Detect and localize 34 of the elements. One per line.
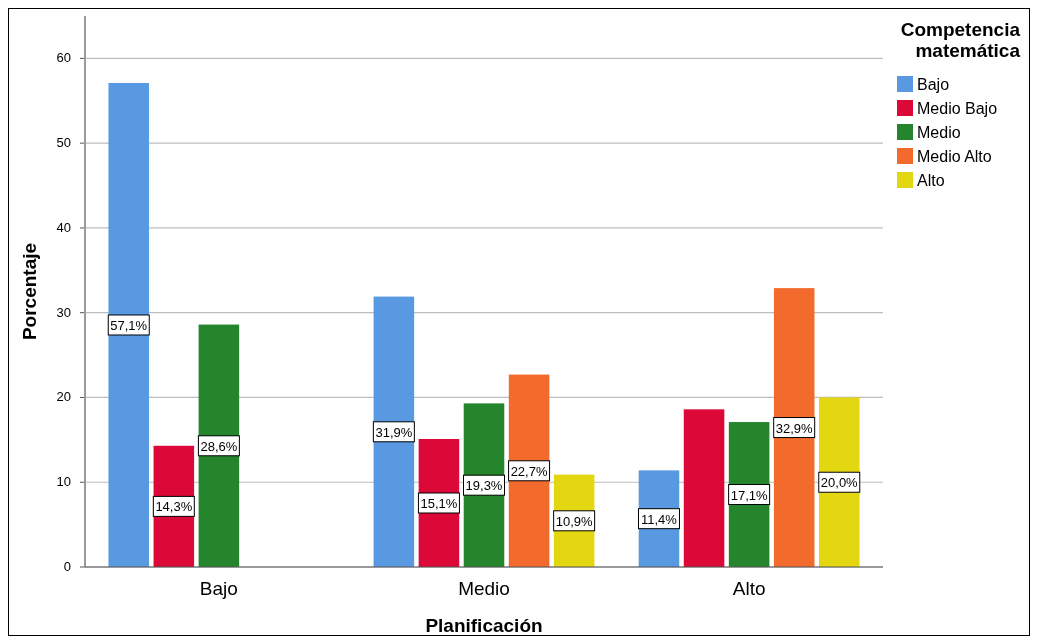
x-tick-label: Bajo [199, 578, 238, 599]
y-tick-label: 20 [56, 389, 71, 405]
legend-label: Bajo [917, 76, 950, 93]
y-axis-title: Porcentaje [19, 242, 40, 341]
bar [773, 288, 815, 567]
data-label: 31,9% [375, 424, 413, 440]
y-tick-label: 60 [56, 50, 71, 66]
x-tick-label: Medio [458, 578, 510, 599]
bar [108, 82, 150, 567]
bar [683, 409, 725, 567]
data-label: 19,3% [465, 478, 503, 494]
data-label: 15,1% [420, 496, 458, 511]
bar [373, 296, 415, 567]
data-label: 32,9% [775, 420, 814, 436]
x-axis-title: Planificación [425, 615, 543, 636]
legend-label: Medio [917, 124, 961, 141]
legend-label: Alto [917, 172, 945, 189]
data-label: 10,9% [555, 513, 593, 529]
data-label: 17,1% [730, 487, 768, 503]
y-tick-label: 30 [56, 304, 71, 320]
data-label: 57,1% [110, 317, 148, 333]
legend-label: Medio Bajo [917, 100, 998, 117]
y-tick-label: 10 [56, 474, 71, 490]
data-label: 22,7% [510, 463, 548, 479]
data-label: 11,4% [641, 511, 678, 527]
legend-label: Medio Alto [917, 148, 992, 165]
legend-title: Competencia matemática [900, 19, 1021, 61]
data-label: 28,6% [200, 438, 238, 454]
x-tick-label: Alto [732, 578, 766, 599]
data-label: 14,3% [155, 499, 193, 515]
y-tick-label: 40 [56, 219, 71, 235]
data-label: 20,0% [820, 475, 859, 491]
y-tick-label: 50 [56, 135, 71, 151]
y-tick-label: 0 [63, 559, 71, 574]
